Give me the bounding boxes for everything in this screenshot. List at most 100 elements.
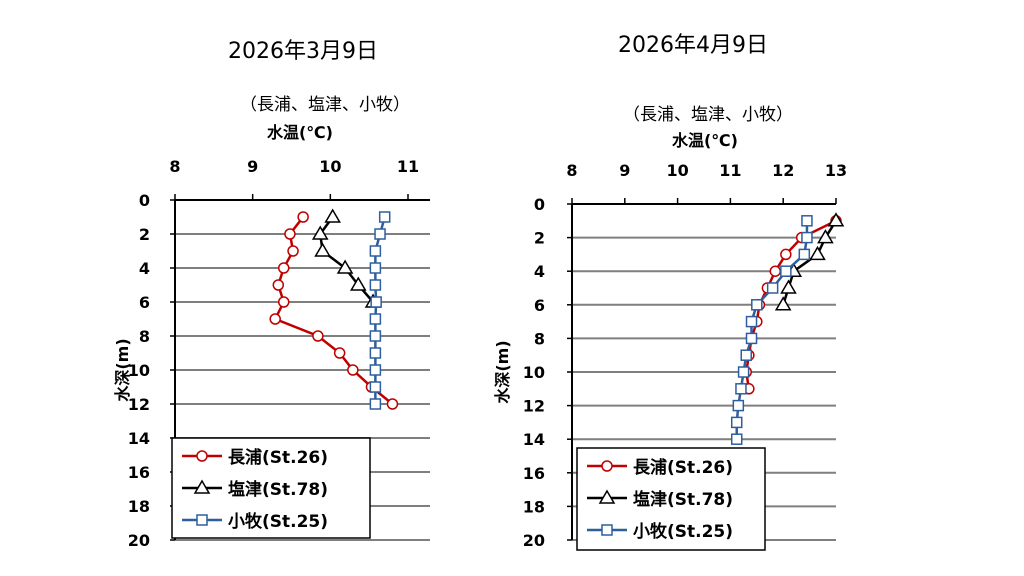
series-circle — [269, 211, 399, 410]
legend: 長浦(St.26) 塩津(St.78) 小牧(St.25) — [171, 437, 371, 539]
legend-label: 塩津(St.78) — [633, 489, 733, 510]
series-triangle — [311, 208, 382, 308]
x-tick-label: 10 — [319, 157, 341, 176]
data-point — [735, 383, 747, 395]
data-point — [745, 332, 758, 345]
y-tick-label: 6 — [534, 296, 545, 315]
data-point — [369, 330, 382, 342]
data-point — [780, 248, 792, 261]
y-tick-label: 2 — [534, 229, 545, 248]
data-point — [374, 228, 386, 240]
data-point — [378, 211, 391, 223]
data-point — [732, 399, 745, 412]
series-triangle — [774, 212, 845, 311]
data-point — [827, 212, 845, 227]
series-square — [369, 211, 391, 410]
chart-2: 2026年4月9日 （長浦、塩津、小牧） 水温(℃) 8 9 10 11 12 13 0 2 4 6 8 1… — [493, 33, 847, 551]
y-tick-label: 10 — [128, 361, 150, 380]
data-point — [817, 229, 834, 244]
data-point — [369, 279, 382, 291]
y-tick-label: 12 — [128, 395, 150, 414]
data-point — [730, 433, 743, 445]
x-tick-label: 9 — [247, 157, 258, 176]
legend-label: 長浦(St.26) — [228, 447, 328, 468]
series-line — [374, 216, 386, 404]
data-point — [745, 315, 758, 328]
y-tick-label: 2 — [139, 225, 150, 244]
legend-marker — [193, 479, 211, 494]
x-axis-label: 水温(℃) — [267, 123, 333, 142]
y-tick-label: 8 — [139, 327, 150, 346]
x-tick-label: 11 — [397, 157, 419, 176]
data-point — [277, 262, 290, 274]
x-tick-label: 11 — [719, 161, 741, 180]
data-point — [801, 231, 813, 244]
y-tick-label: 20 — [128, 531, 150, 550]
data-point — [297, 211, 309, 223]
series-square — [730, 215, 813, 445]
y-tick-label: 18 — [523, 497, 545, 516]
legend-marker — [601, 460, 613, 472]
date-title: 2026年4月9日 — [618, 33, 768, 58]
y-tick-label: 6 — [139, 293, 150, 312]
data-point — [780, 279, 797, 294]
data-point — [766, 282, 779, 294]
y-tick-label: 0 — [534, 195, 545, 214]
y-tick-label: 14 — [523, 430, 545, 449]
x-tick-label: 8 — [169, 157, 180, 176]
data-point — [780, 265, 792, 277]
data-point — [369, 262, 382, 274]
y-tick-label: 18 — [128, 497, 150, 516]
y-tick-label: 14 — [128, 429, 150, 448]
x-tick-label: 12 — [772, 161, 794, 180]
y-tick-label: 4 — [139, 259, 150, 278]
legend-label: 塩津(St.78) — [228, 479, 328, 500]
x-tick-label: 8 — [566, 161, 577, 180]
data-point — [370, 296, 382, 308]
data-point — [369, 364, 382, 376]
data-point — [277, 296, 290, 308]
y-tick-label: 10 — [523, 363, 545, 382]
data-point — [769, 265, 782, 277]
x-tick-label: 10 — [666, 161, 688, 180]
data-point — [740, 349, 752, 361]
data-point — [737, 366, 750, 378]
data-point — [324, 208, 341, 223]
y-tick-label: 0 — [139, 191, 150, 210]
legend-label: 小牧(St.25) — [633, 521, 733, 542]
y-tick-label: 16 — [523, 464, 545, 483]
chart-subtitle: （長浦、塩津、小牧） — [623, 105, 793, 125]
y-axis-label: 水深(m) — [493, 340, 512, 403]
data-point — [751, 299, 763, 311]
x-tick-label: 9 — [619, 161, 630, 180]
data-point — [349, 276, 367, 291]
legend: 長浦(St.26) 塩津(St.78) 小牧(St.25) — [576, 447, 766, 551]
data-point — [336, 259, 354, 274]
data-point — [284, 228, 296, 240]
data-point — [369, 313, 382, 325]
data-point — [801, 215, 813, 227]
data-point — [312, 330, 324, 342]
y-tick-label: 4 — [534, 262, 545, 281]
data-point — [287, 245, 299, 257]
data-point — [774, 296, 792, 311]
y-tick-label: 20 — [523, 531, 545, 550]
data-point — [730, 416, 743, 429]
data-point — [347, 364, 359, 376]
data-point — [369, 381, 382, 393]
data-point — [798, 248, 811, 261]
y-tick-label: 12 — [523, 397, 545, 416]
data-point — [311, 225, 329, 240]
y-axis-label: 水深(m) — [113, 338, 132, 401]
y-tick-label: 8 — [534, 329, 545, 348]
data-point — [269, 313, 281, 325]
legend-marker — [598, 489, 616, 504]
legend-marker — [601, 524, 613, 536]
data-point — [314, 242, 331, 257]
data-point — [386, 398, 399, 410]
date-title: 2026年3月9日 — [228, 39, 378, 64]
x-axis-label: 水温(℃) — [672, 131, 738, 150]
legend-marker — [196, 514, 208, 526]
